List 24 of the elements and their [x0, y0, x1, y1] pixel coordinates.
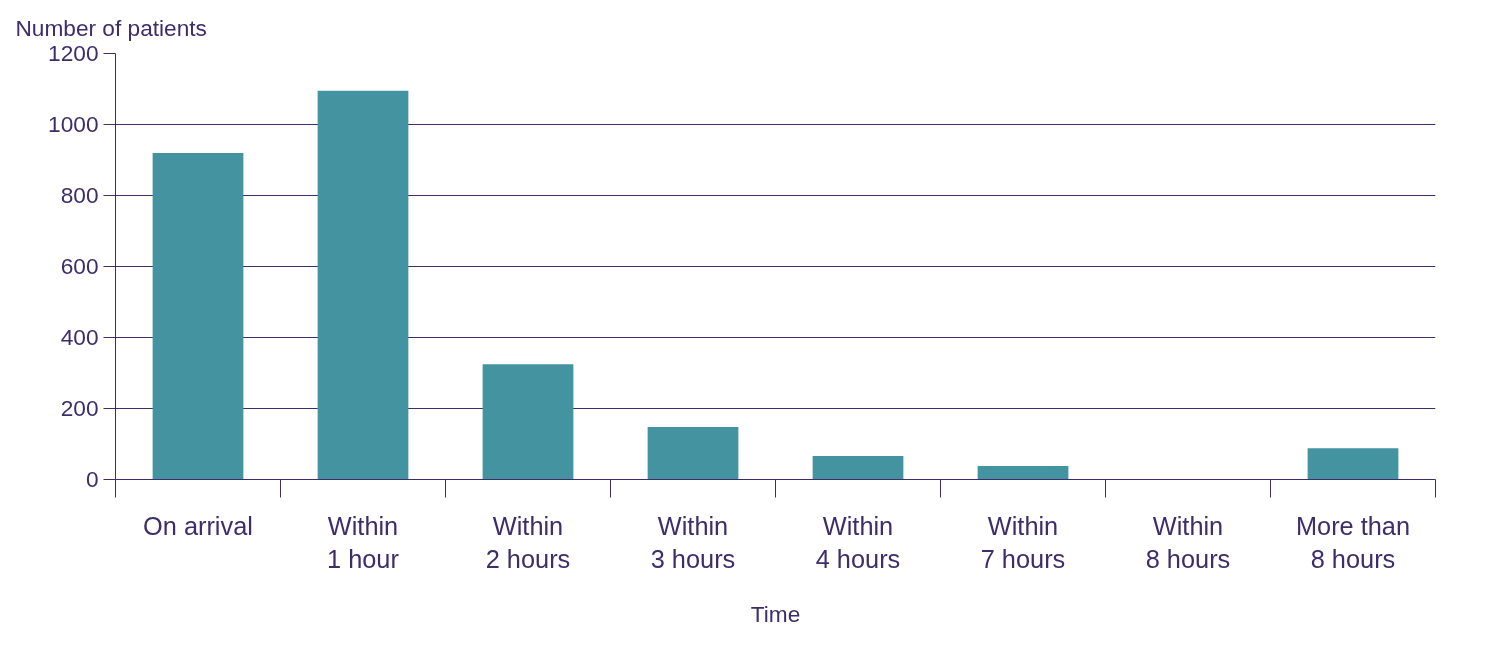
bar — [482, 364, 574, 480]
y-tick-label: 400 — [60, 324, 99, 350]
y-tick-label: 600 — [60, 253, 99, 279]
x-axis-title: Time — [750, 601, 801, 628]
bar — [152, 152, 244, 480]
x-tick-label: Within 4 hours — [815, 511, 901, 574]
y-tick-label: 800 — [60, 182, 99, 208]
bar — [647, 426, 739, 480]
x-tick-label: Within 8 hours — [1145, 511, 1231, 574]
x-tick-label: On arrival — [143, 511, 253, 540]
bar — [977, 466, 1069, 480]
y-tick-label: 1000 — [48, 111, 99, 137]
x-tick-label: Within 2 hours — [485, 511, 571, 574]
x-tick-label: Within 7 hours — [980, 511, 1066, 574]
y-axis-title: Number of patients — [15, 15, 207, 41]
y-tick-label: 0 — [85, 466, 99, 492]
x-tick-label: More than 8 hours — [1295, 511, 1411, 574]
bar — [317, 90, 409, 480]
bar — [1307, 448, 1399, 480]
x-tick-label: Within 1 hour — [327, 511, 400, 574]
y-tick-label: 1200 — [48, 40, 99, 66]
y-tick-label: 200 — [60, 395, 99, 421]
bar — [812, 456, 904, 480]
x-tick-label: Within 3 hours — [650, 511, 736, 574]
